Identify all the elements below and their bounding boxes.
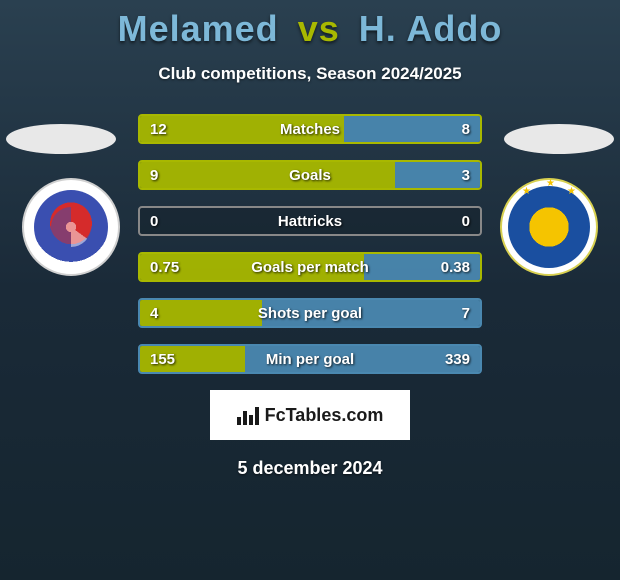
stat-label: Goals xyxy=(289,167,331,184)
stat-value-right: 3 xyxy=(462,167,470,184)
subtitle: Club competitions, Season 2024/2025 xyxy=(0,64,620,84)
fctables-logo-icon xyxy=(237,405,259,425)
attribution-badge: FcTables.com xyxy=(210,390,410,440)
stat-fill-right xyxy=(344,116,480,142)
stat-row: 4 Shots per goal 7 xyxy=(138,298,482,328)
player2-name: H. Addo xyxy=(359,8,503,49)
stat-label: Matches xyxy=(280,121,340,138)
club-badge-art xyxy=(508,186,590,268)
player1-name: Melamed xyxy=(118,8,279,49)
stat-value-right: 7 xyxy=(462,305,470,322)
star-icon: ★ xyxy=(546,178,555,189)
stat-value-left: 9 xyxy=(150,167,158,184)
stat-row: 155 Min per goal 339 xyxy=(138,344,482,374)
stat-fill-left xyxy=(140,300,262,326)
player2-club-badge: ★ ★ ★ xyxy=(500,178,598,276)
stat-row: 12 Matches 8 xyxy=(138,114,482,144)
stat-label: Min per goal xyxy=(266,351,354,368)
star-icon: ★ xyxy=(567,186,576,197)
player1-club-badge xyxy=(22,178,120,276)
stat-value-left: 12 xyxy=(150,121,167,138)
player2-silhouette xyxy=(504,124,614,154)
stat-value-left: 4 xyxy=(150,305,158,322)
stat-row: 0 Hattricks 0 xyxy=(138,206,482,236)
stat-value-right: 8 xyxy=(462,121,470,138)
stat-fill-left xyxy=(140,162,395,188)
stat-value-right: 0 xyxy=(462,213,470,230)
vs-label: vs xyxy=(298,8,340,49)
player1-silhouette xyxy=(6,124,116,154)
stat-row: 0.75 Goals per match 0.38 xyxy=(138,252,482,282)
stat-value-left: 0.75 xyxy=(150,259,179,276)
attribution-text: FcTables.com xyxy=(265,405,384,426)
comparison-title: Melamed vs H. Addo xyxy=(0,0,620,50)
stat-value-right: 339 xyxy=(445,351,470,368)
date-label: 5 december 2024 xyxy=(0,458,620,479)
stat-value-left: 0 xyxy=(150,213,158,230)
club-badge-art xyxy=(34,190,108,264)
stat-label: Shots per goal xyxy=(258,305,362,322)
stat-row: 9 Goals 3 xyxy=(138,160,482,190)
star-icon: ★ xyxy=(522,186,531,197)
stat-label: Hattricks xyxy=(278,213,342,230)
stat-bars: 12 Matches 8 9 Goals 3 0 Hattricks 0 0.75 Goals pe… xyxy=(138,114,482,374)
stat-value-left: 155 xyxy=(150,351,175,368)
stat-value-right: 0.38 xyxy=(441,259,470,276)
stat-label: Goals per match xyxy=(251,259,369,276)
